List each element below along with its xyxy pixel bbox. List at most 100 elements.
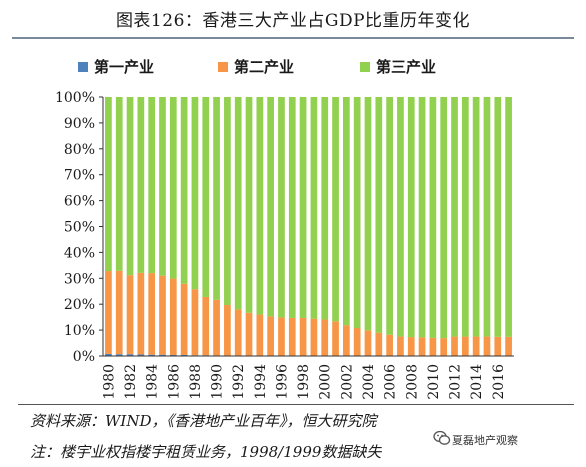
bar-2016-series-2 — [494, 336, 502, 356]
bar-2005-series-3 — [375, 97, 383, 333]
bar-2008-series-2 — [407, 337, 415, 356]
bar-1990-series-2 — [213, 299, 220, 356]
bar-2015-series-3 — [483, 97, 491, 337]
legend-label-1: 第一产业 — [94, 58, 154, 76]
bar-2007-series-3 — [397, 97, 404, 337]
bar-2003-series-3 — [353, 97, 361, 329]
wechat-icon — [433, 430, 451, 445]
bar-1983-series-2 — [137, 272, 145, 355]
bar-1988-series-3 — [191, 97, 199, 290]
bar-2015-series-2 — [483, 336, 491, 356]
bar-1993-series-3 — [245, 97, 253, 313]
x-tick-label: 2004 — [361, 364, 377, 400]
x-tick-label: 2014 — [469, 364, 485, 400]
bar-1980-series-3 — [105, 97, 112, 272]
bar-1982-series-1 — [126, 354, 134, 356]
y-tick-label: 50% — [64, 220, 95, 236]
x-tick-label: 1992 — [231, 364, 247, 400]
bar-2009-series-2 — [418, 337, 426, 356]
legend-swatch-2 — [218, 62, 228, 72]
x-tick-label: 1982 — [123, 364, 139, 400]
bar-1995-series-3 — [267, 97, 274, 317]
bar-1986-series-2 — [169, 278, 177, 355]
chart-legend: 第一产业 第二产业 第三产业 — [78, 58, 436, 76]
bar-1984-series-1 — [148, 354, 156, 356]
bar-2017-series-2 — [505, 336, 512, 356]
bar-1980-series-1 — [105, 353, 112, 356]
bar-2003-series-2 — [353, 328, 361, 356]
bar-1997-series-3 — [288, 97, 296, 318]
x-tick-label: 2006 — [383, 364, 399, 400]
watermark-text: 夏磊地产观察 — [452, 434, 518, 447]
chart-title: 图表126：香港三大产业占GDP比重历年变化 — [115, 11, 471, 31]
bar-2013-series-3 — [461, 97, 469, 337]
bar-1995-series-2 — [267, 316, 274, 356]
bar-2017-series-3 — [505, 97, 512, 337]
bar-1997-series-2 — [288, 317, 296, 356]
bar-1988-series-2 — [191, 289, 199, 356]
x-tick-label: 1998 — [296, 364, 312, 400]
bar-1980-series-2 — [105, 271, 112, 354]
y-tick-label: 60% — [64, 194, 95, 210]
bar-1987-series-3 — [180, 97, 188, 284]
bar-1982-series-2 — [126, 275, 134, 355]
x-tick-label: 1986 — [166, 364, 182, 400]
bar-2014-series-3 — [472, 97, 480, 337]
bar-1984-series-3 — [148, 97, 156, 274]
bar-1999-series-2 — [310, 318, 318, 356]
x-tick-label: 1980 — [101, 364, 117, 400]
bar-1987-series-1 — [180, 354, 188, 356]
x-tick-label: 2002 — [339, 364, 355, 400]
bar-1991-series-3 — [224, 97, 231, 305]
legend-swatch-1 — [78, 62, 88, 72]
bar-1987-series-2 — [180, 283, 188, 355]
bar-2010-series-3 — [429, 97, 437, 338]
stacked-bar-chart: 第一产业 第二产业 第三产业 0% 10% 20% 30% 40% 50% 60% 70% 80% 9… — [55, 58, 514, 400]
bar-2012-series-2 — [451, 336, 458, 356]
x-tick-label: 2008 — [404, 364, 420, 400]
bar-2013-series-2 — [461, 336, 469, 356]
bar-2004-series-2 — [364, 330, 372, 356]
bar-1989-series-2 — [202, 296, 210, 356]
bar-2012-series-3 — [451, 97, 458, 337]
y-tick-label: 70% — [64, 168, 95, 184]
bar-2006-series-3 — [386, 97, 393, 335]
bar-1989-series-3 — [202, 97, 210, 297]
bar-1981-series-3 — [115, 97, 123, 271]
bar-2007-series-2 — [397, 336, 404, 356]
bar-2006-series-2 — [386, 334, 393, 356]
bar-series-group — [105, 97, 512, 356]
bar-2016-series-3 — [494, 97, 502, 337]
y-tick-label: 80% — [64, 142, 95, 158]
bar-1990-series-3 — [213, 97, 220, 300]
bar-1986-series-3 — [169, 97, 177, 279]
bar-1994-series-2 — [256, 314, 264, 356]
bar-1992-series-3 — [234, 97, 242, 310]
y-axis: 0% 10% 20% 30% 40% 50% 60% 70% 80% 90% 100% — [55, 90, 104, 365]
x-tick-label: 1996 — [274, 364, 290, 400]
legend-label-3: 第三产业 — [376, 58, 436, 76]
bar-2009-series-3 — [418, 97, 426, 338]
bar-1992-series-2 — [234, 309, 242, 356]
bar-2001-series-3 — [332, 97, 339, 322]
bar-2000-series-3 — [321, 97, 329, 320]
bar-2002-series-2 — [343, 325, 350, 356]
bar-1981-series-1 — [115, 354, 123, 356]
x-tick-label: 2012 — [448, 364, 464, 400]
bar-2000-series-2 — [321, 319, 329, 356]
bar-1986-series-1 — [169, 354, 177, 356]
y-tick-label: 0% — [73, 349, 95, 365]
x-tick-label: 2016 — [491, 364, 507, 400]
x-tick-label: 1994 — [253, 364, 269, 400]
y-tick-label: 10% — [64, 323, 95, 339]
footer-divider — [18, 404, 574, 405]
bar-2010-series-2 — [429, 337, 437, 356]
x-tick-label: 2000 — [318, 364, 334, 400]
x-tick-label: 2010 — [426, 364, 442, 400]
bar-1998-series-2 — [299, 317, 307, 356]
bar-1985-series-3 — [159, 97, 166, 276]
bar-1996-series-2 — [278, 317, 285, 356]
x-tick-label: 1990 — [210, 364, 226, 400]
bar-1993-series-2 — [245, 312, 253, 356]
bar-2005-series-2 — [375, 332, 383, 356]
